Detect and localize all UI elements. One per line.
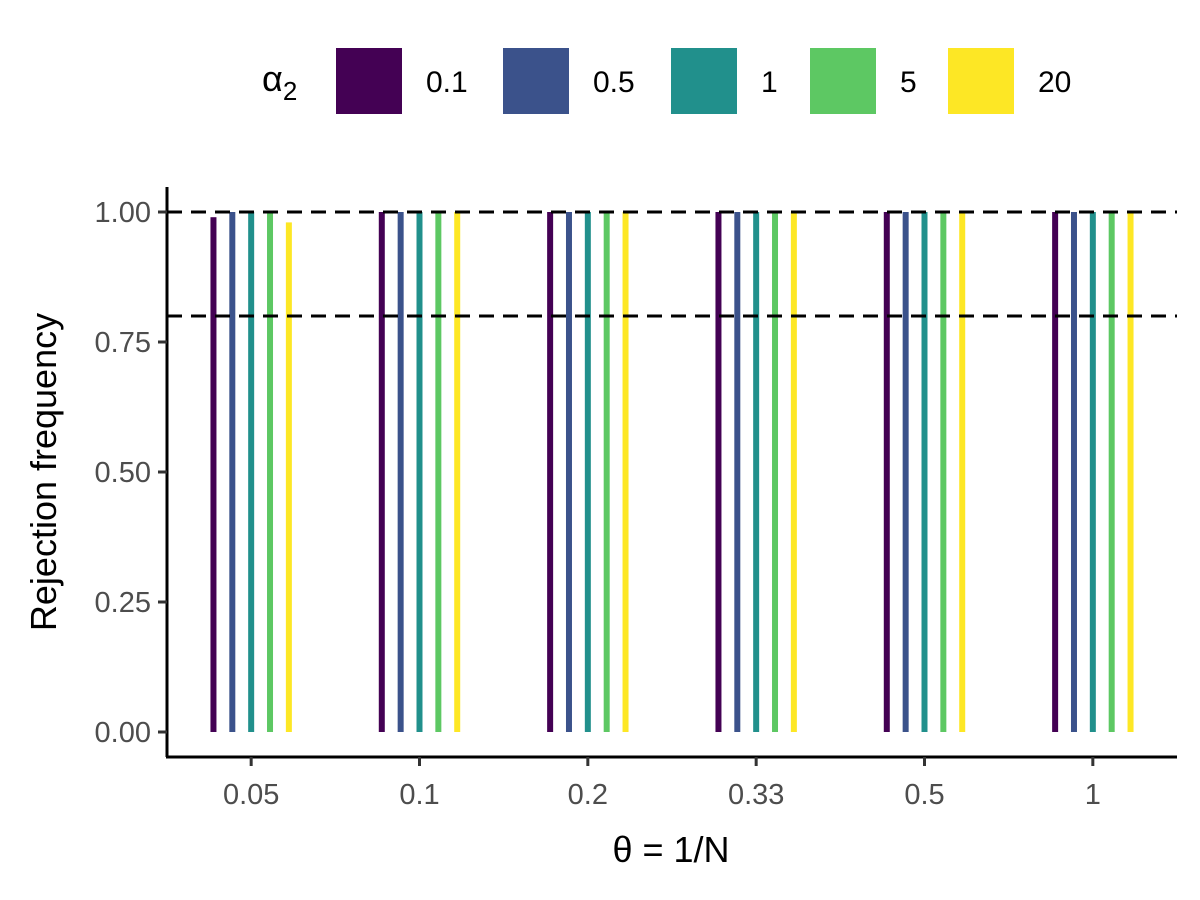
bar-1-series-1: [1089, 212, 1096, 732]
bar-0_2-series-0_1: [547, 212, 554, 732]
legend-title: α2: [262, 58, 297, 106]
reference-lines: [167, 210, 1177, 318]
bar-0_5-series-0_5: [902, 212, 909, 732]
y-axis-title: Rejection frequency: [23, 313, 64, 631]
bar-0_5-series-0_1: [883, 212, 890, 732]
bar-0_5-series-5: [940, 212, 947, 732]
bar-0_05-series-20: [285, 222, 292, 732]
bar-0_1-series-1: [416, 212, 423, 732]
bar-0_1-series-20: [454, 212, 461, 732]
bar-0_33-series-5: [772, 212, 779, 732]
bar-0_33-series-0_1: [715, 212, 722, 732]
legend-key-20: [948, 48, 1014, 114]
bar-0_5-series-20: [959, 212, 966, 732]
bar-0_2-series-20: [622, 212, 629, 732]
x-tick-label: 0.1: [399, 779, 439, 811]
y-tick-label: 0.75: [95, 327, 151, 359]
x-tick-label: 0.33: [728, 779, 784, 811]
axes: [165, 187, 1177, 759]
legend-title-sub: 2: [283, 76, 297, 106]
legend-key-1: [671, 48, 737, 114]
bar-0_2-series-0_5: [565, 212, 572, 732]
legend-label-5: 5: [900, 66, 917, 99]
x-tick-label: 0.05: [223, 779, 279, 811]
bar-0_1-series-0_5: [397, 212, 404, 732]
legend: α2 0.1 0.5 1 5 20: [262, 48, 1071, 114]
bar-0_33-series-20: [790, 212, 797, 732]
bar-0_1-series-0_1: [378, 212, 385, 732]
legend-label-0_1: 0.1: [426, 66, 468, 99]
bar-0_05-series-5: [267, 212, 274, 732]
legend-label-1: 1: [761, 66, 778, 99]
x-tick-label: 0.2: [568, 779, 608, 811]
legend-label-20: 20: [1038, 66, 1071, 99]
y-tick-label: 0.00: [95, 717, 151, 749]
bar-1-series-0_1: [1052, 212, 1059, 732]
legend-key-0_5: [503, 48, 569, 114]
legend-label-0_5: 0.5: [593, 66, 635, 99]
bar-0_05-series-0_1: [210, 217, 217, 732]
y-ticks: 0.00 0.25 0.50 0.75 1.00: [95, 197, 167, 749]
x-axis-title: θ = 1/N: [612, 829, 729, 870]
bar-0_05-series-1: [248, 212, 255, 732]
bar-0_2-series-5: [603, 212, 610, 732]
bar-0_2-series-1: [584, 212, 591, 732]
x-tick-label: 0.5: [904, 779, 944, 811]
bar-1-series-0_5: [1070, 212, 1077, 732]
y-tick-label: 0.50: [95, 457, 151, 489]
bars: [210, 212, 1134, 732]
legend-key-5: [810, 48, 876, 114]
bar-0_1-series-5: [435, 212, 442, 732]
legend-title-main: α: [262, 58, 283, 99]
y-tick-label: 1.00: [95, 197, 151, 229]
bar-0_33-series-0_5: [734, 212, 741, 732]
y-tick-label: 0.25: [95, 587, 151, 619]
x-tick-label: 1: [1085, 779, 1101, 811]
bar-1-series-5: [1108, 212, 1115, 732]
bar-1-series-20: [1127, 212, 1134, 732]
bar-0_5-series-1: [921, 212, 928, 732]
bar-0_05-series-0_5: [229, 212, 236, 732]
x-ticks: 0.05 0.1 0.2 0.33 0.5 1: [223, 757, 1101, 811]
bar-0_33-series-1: [753, 212, 760, 732]
legend-key-0_1: [336, 48, 402, 114]
